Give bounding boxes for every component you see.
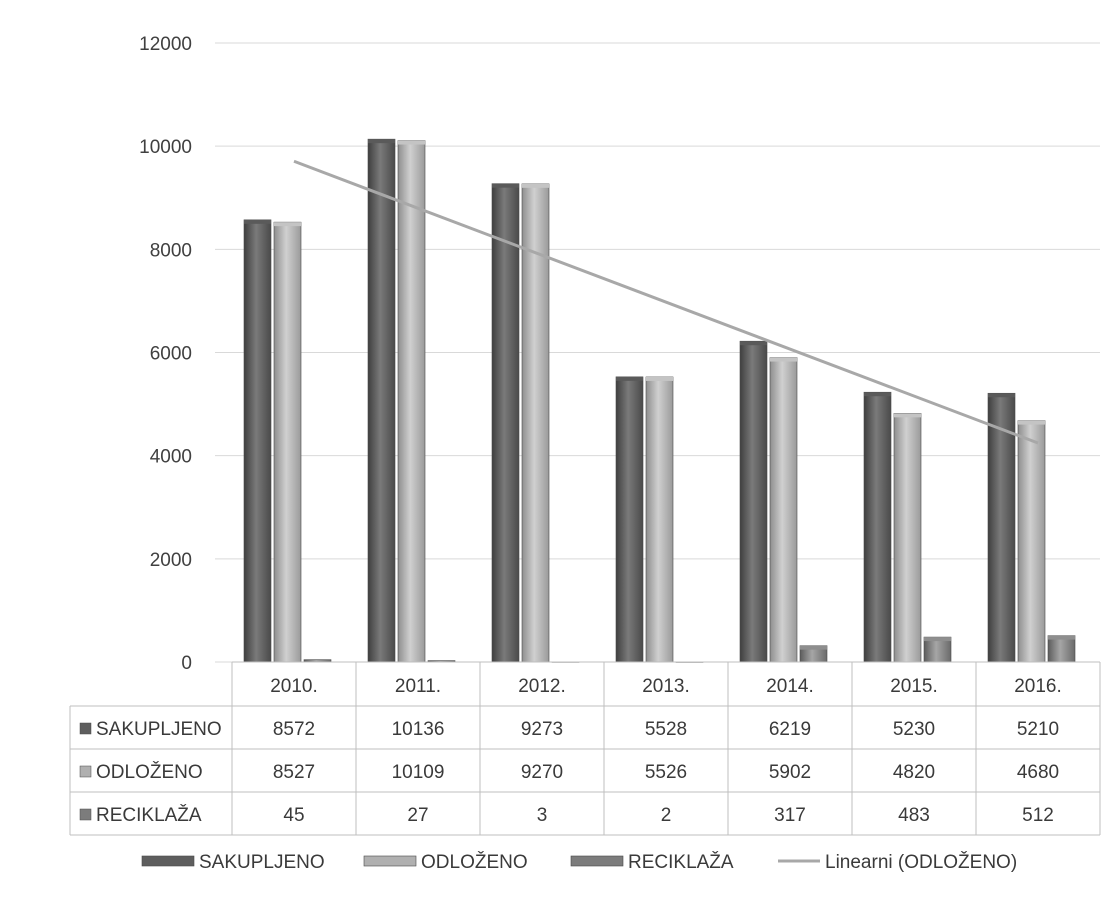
bar-cap xyxy=(988,393,1015,398)
table-cell-value: 5528 xyxy=(645,719,687,740)
bar-cap xyxy=(864,392,891,397)
bar-cap xyxy=(368,139,395,144)
table-series-label: RECIKLAŽA xyxy=(96,804,202,826)
bar-sakupljeno xyxy=(987,392,1016,663)
table-cell-value: 4820 xyxy=(893,762,935,783)
bar-sakupljeno xyxy=(491,183,520,663)
y-axis: 12000 10000 8000 6000 4000 2000 0 xyxy=(139,34,192,674)
table-cell-value: 10109 xyxy=(392,762,445,783)
legend: SAKUPLJENO ODLOŽENO RECIKLAŽA Linearni (ODL… xyxy=(141,851,1017,873)
table-cell-value: 8572 xyxy=(273,719,315,740)
bar-cap xyxy=(616,376,643,381)
bar-sakupljeno xyxy=(243,219,272,663)
table-cell-value: 9273 xyxy=(521,719,563,740)
y-tick-label: 10000 xyxy=(139,137,192,158)
bar-cap xyxy=(398,140,425,145)
legend-swatch xyxy=(141,855,195,867)
bars xyxy=(243,138,1076,663)
trendline xyxy=(293,159,1039,445)
legend-label: SAKUPLJENO xyxy=(199,852,325,873)
y-tick-label: 8000 xyxy=(150,240,192,261)
bar-odloženo xyxy=(273,221,302,663)
bar-cap xyxy=(770,357,797,362)
table-series-swatch xyxy=(79,765,92,778)
table-series-label: SAKUPLJENO xyxy=(96,719,222,740)
x-category-label: 2013. xyxy=(642,676,690,697)
table-cell-value: 5902 xyxy=(769,762,811,783)
legend-swatch xyxy=(363,855,417,867)
table-cell-value: 483 xyxy=(898,805,930,826)
table-series-swatch xyxy=(79,808,92,821)
legend-label: ODLOŽENO xyxy=(421,851,528,873)
y-tick-label: 0 xyxy=(181,653,192,674)
bar-odloženo xyxy=(769,357,798,663)
table-cell-value: 3 xyxy=(537,805,548,826)
bar-cap xyxy=(800,645,827,650)
bar-cap xyxy=(274,222,301,227)
y-tick-label: 4000 xyxy=(150,447,192,468)
bar-sakupljeno xyxy=(863,391,892,663)
x-category-label: 2014. xyxy=(766,676,814,697)
table-cell-value: 4680 xyxy=(1017,762,1059,783)
legend-label: Linearni (ODLOŽENO) xyxy=(825,851,1017,873)
bar-cap xyxy=(1018,420,1045,425)
table-cell-value: 9270 xyxy=(521,762,563,783)
bar-cap xyxy=(646,376,673,381)
table-cell-value: 6219 xyxy=(769,719,811,740)
table-series-swatch xyxy=(79,722,92,735)
data-table: 2010. 2011. 2012. 2013. 2014. 2015. 2016. SAKUP… xyxy=(69,661,1101,836)
y-tick-label: 12000 xyxy=(139,34,192,55)
bar-sakupljeno xyxy=(367,138,396,663)
x-category-label: 2015. xyxy=(890,676,938,697)
bar-odloženo xyxy=(521,183,550,663)
bar-sakupljeno xyxy=(615,376,644,663)
bar-cap xyxy=(924,637,951,642)
bar-cap xyxy=(740,341,767,346)
y-tick-label: 6000 xyxy=(150,344,192,365)
table-cell-value: 512 xyxy=(1022,805,1054,826)
table-cell-value: 5230 xyxy=(893,719,935,740)
table-cell-value: 8527 xyxy=(273,762,315,783)
table-cell-value: 10136 xyxy=(392,719,445,740)
y-tick-label: 2000 xyxy=(150,550,192,571)
bar-odloženo xyxy=(1017,420,1046,663)
x-category-label: 2011. xyxy=(395,676,441,697)
bar-odloženo xyxy=(893,413,922,663)
x-category-label: 2016. xyxy=(1014,676,1062,697)
bar-odloženo xyxy=(397,140,426,663)
table-cell-value: 2 xyxy=(661,805,672,826)
bar-cap xyxy=(1048,635,1075,640)
bar-cap xyxy=(492,183,519,188)
table-cell-value: 27 xyxy=(407,805,428,826)
legend-label: RECIKLAŽA xyxy=(628,851,734,873)
bar-cap xyxy=(522,183,549,188)
bar-cap xyxy=(894,413,921,418)
trendline-odlozeno xyxy=(293,159,1039,445)
table-cell-value: 317 xyxy=(774,805,806,826)
bar-odloženo xyxy=(645,376,674,663)
x-category-label: 2010. xyxy=(270,676,318,697)
x-category-label: 2012. xyxy=(518,676,566,697)
table-series-label: ODLOŽENO xyxy=(96,761,203,783)
bar-sakupljeno xyxy=(739,340,768,663)
table-cell-value: 5210 xyxy=(1017,719,1059,740)
legend-swatch xyxy=(570,855,624,867)
bar-cap xyxy=(244,219,271,224)
table-cell-value: 45 xyxy=(283,805,304,826)
table-cell-value: 5526 xyxy=(645,762,687,783)
